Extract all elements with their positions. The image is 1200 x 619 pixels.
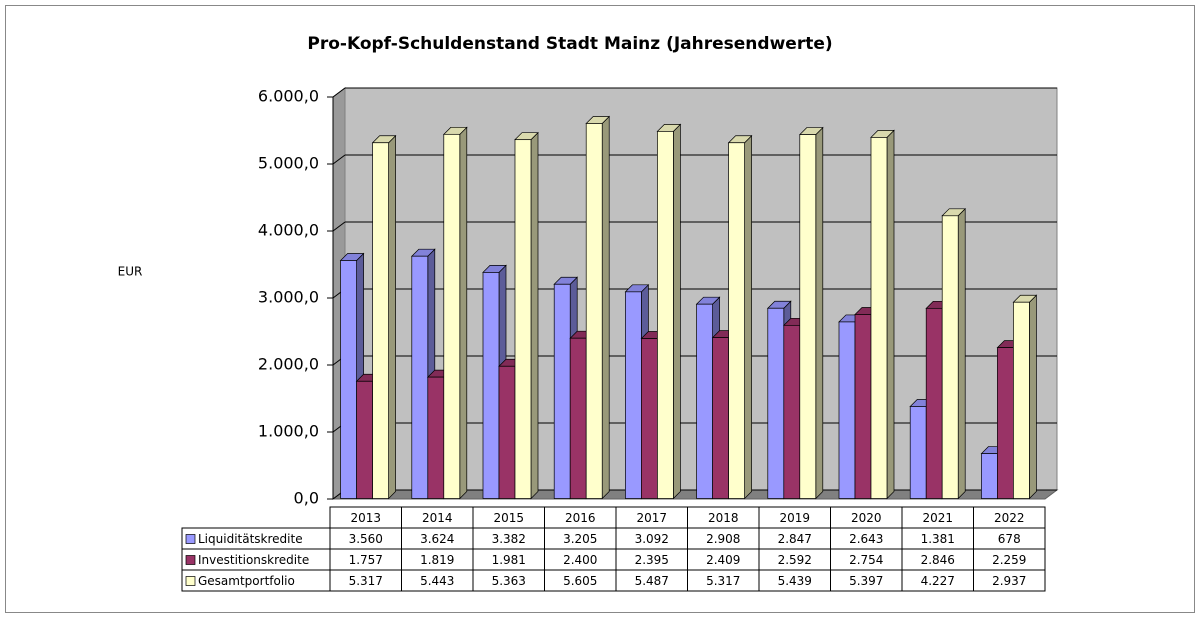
data-label: 2.846: [921, 553, 955, 567]
data-label: 1.381: [921, 532, 955, 546]
y-tick-label: 3.000,0: [258, 288, 319, 307]
bar: [941, 215, 959, 499]
y-tick-label: 6.000,0: [258, 87, 319, 106]
bar-side: [673, 123, 681, 500]
data-label: 2.592: [778, 553, 812, 567]
data-label: 3.560: [349, 532, 383, 546]
bar: [427, 376, 445, 499]
legend-key: [185, 576, 196, 586]
bar-side: [886, 129, 895, 500]
data-label: 2.400: [563, 553, 597, 567]
x-tick-label: 2021: [922, 511, 953, 525]
bar-side: [744, 134, 752, 500]
bar: [909, 406, 927, 499]
bar: [482, 272, 500, 499]
y-tick-label: 4.000,0: [258, 221, 319, 240]
bar: [728, 142, 745, 499]
data-label: 2.847: [778, 532, 812, 546]
bar-side: [530, 131, 539, 500]
data-label: 3.092: [635, 532, 669, 546]
y-tick-label: 1.000,0: [258, 422, 319, 441]
bar: [569, 337, 587, 499]
bar-side: [957, 207, 966, 500]
data-label: 5.487: [635, 574, 669, 588]
bar: [553, 283, 571, 499]
bar: [1013, 301, 1030, 499]
bar: [657, 131, 674, 499]
bar: [799, 134, 817, 499]
bar: [925, 307, 943, 499]
legend-key: [185, 534, 196, 544]
data-label: 2.395: [635, 553, 669, 567]
data-label: 2.259: [992, 553, 1026, 567]
grid-line-side: [332, 154, 346, 165]
grid-line-side: [332, 87, 346, 98]
data-label: 2.643: [849, 532, 883, 546]
x-tick-label: 2014: [422, 511, 453, 525]
chart-title: Pro-Kopf-Schuldenstand Stadt Mainz (Jahr…: [307, 34, 832, 54]
bar: [870, 137, 888, 499]
bar: [783, 324, 801, 499]
grid-line-side: [332, 221, 346, 232]
bar: [411, 255, 429, 499]
data-label: 1.757: [349, 553, 383, 567]
y-tick-label: 2.000,0: [258, 355, 319, 374]
data-label: 3.624: [420, 532, 454, 546]
x-tick-label: 2017: [636, 511, 667, 525]
bar: [838, 321, 856, 499]
data-label: 5.605: [563, 574, 597, 588]
bar: [854, 314, 872, 499]
x-tick-label: 2019: [779, 511, 810, 525]
data-label: 2.409: [706, 553, 740, 567]
data-label: 5.317: [349, 574, 383, 588]
data-label: 5.317: [706, 574, 740, 588]
bar: [498, 365, 516, 499]
y-tick-label: 5.000,0: [258, 154, 319, 173]
legend-key: [185, 555, 196, 565]
x-tick-label: 2015: [493, 511, 524, 525]
bar-side: [601, 115, 610, 500]
x-tick-label: 2016: [565, 511, 596, 525]
legend-label: Gesamtportfolio: [198, 574, 295, 588]
bar: [997, 347, 1014, 499]
bar-side: [815, 126, 824, 500]
bar: [981, 453, 998, 499]
bar: [514, 139, 532, 499]
data-label: 3.382: [492, 532, 526, 546]
legend-label: Liquiditätskredite: [198, 532, 303, 546]
bar: [443, 133, 461, 499]
bar: [340, 260, 357, 499]
bar: [641, 338, 658, 499]
bar: [625, 291, 642, 499]
data-label: 3.205: [563, 532, 597, 546]
bar: [372, 142, 389, 499]
bar: [712, 337, 729, 499]
bar: [696, 303, 713, 499]
data-label: 5.397: [849, 574, 883, 588]
data-label: 5.363: [492, 574, 526, 588]
x-tick-label: 2018: [708, 511, 739, 525]
y-tick-label: 0,0: [294, 489, 319, 508]
data-label: 2.908: [706, 532, 740, 546]
data-label: 2.754: [849, 553, 883, 567]
data-label: 678: [998, 532, 1021, 546]
bar: [585, 123, 603, 499]
data-label: 5.443: [420, 574, 454, 588]
y-axis-label: EUR: [118, 265, 143, 279]
x-tick-label: 2022: [994, 511, 1025, 525]
bar-side: [459, 126, 468, 500]
bar-side: [1029, 294, 1037, 500]
bar: [356, 380, 373, 499]
data-label: 5.439: [778, 574, 812, 588]
legend-label: Investitionskredite: [198, 553, 309, 567]
data-label: 1.981: [492, 553, 526, 567]
data-label: 4.227: [921, 574, 955, 588]
bar-side: [388, 134, 396, 500]
data-label: 1.819: [420, 553, 454, 567]
x-tick-label: 2013: [350, 511, 381, 525]
bar: [767, 307, 785, 499]
data-label: 2.937: [992, 574, 1026, 588]
x-tick-label: 2020: [851, 511, 882, 525]
